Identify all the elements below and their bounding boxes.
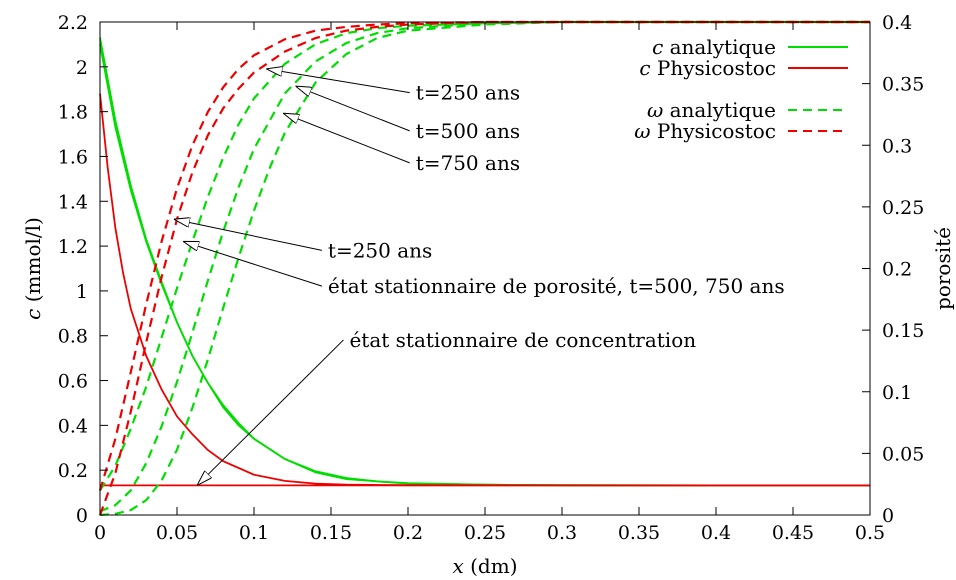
annotation-arrow (266, 69, 410, 94)
series-line (99, 20, 870, 517)
tick-layer: 0 0.05 0.1 0.15 0.2 0.25 0.3 0.35 0.4 0.45 0.500.2… (58, 12, 925, 544)
y-tick-label: 0.4 (58, 415, 88, 437)
x-tick-label: 0.5 (855, 522, 885, 544)
series-layer (98, 20, 870, 517)
y2-tick-label: 0.4 (882, 12, 912, 34)
y-tick-label: 0.8 (58, 326, 88, 348)
annotation-label: t=500 ans (416, 119, 520, 143)
y2-tick-label: 0.35 (882, 74, 924, 96)
series-line (99, 20, 870, 513)
annotation-arrow (197, 339, 344, 485)
y2-tick-label: 0.2 (882, 259, 912, 281)
y-tick-label: 1 (76, 281, 88, 303)
annotation-label: t=250 ans (328, 238, 432, 262)
y2-tick-label: 0.05 (882, 443, 924, 465)
legend-label: c Physicostoc (639, 56, 776, 80)
annotation-arrow (183, 241, 323, 287)
y-tick-label: 1.2 (58, 236, 88, 258)
x-tick-label: 0.1 (239, 522, 269, 544)
series-line (99, 20, 870, 491)
y2-tick-label: 0.25 (882, 197, 924, 219)
x-axis-label: x (dm) (452, 554, 517, 578)
x-tick-label: 0.2 (393, 522, 423, 544)
annotation-arrow (174, 219, 323, 251)
x-tick-label: 0.35 (618, 522, 660, 544)
x-tick-label: 0.25 (464, 522, 506, 544)
legend-label: ω Physicostoc (634, 119, 776, 143)
annotation-label: état stationnaire de concentration (349, 328, 696, 352)
x-tick-label: 0.05 (156, 522, 198, 544)
annotation-arrow (296, 86, 410, 132)
y-tick-label: 0.2 (58, 460, 88, 482)
y-tick-label: 0 (76, 505, 88, 527)
annotation-arrow (283, 113, 410, 164)
annotation-label: t=750 ans (416, 151, 520, 175)
y-tick-label: 2.2 (58, 12, 88, 34)
y2-tick-label: 0.15 (882, 320, 924, 342)
y2-tick-label: 0.1 (882, 382, 912, 404)
y-tick-label: 1.6 (58, 146, 88, 168)
x-tick-label: 0.45 (772, 522, 814, 544)
annotation-label: état stationnaire de porosité, t=500, 75… (328, 274, 785, 298)
annotation-label: t=250 ans (416, 81, 520, 105)
y-axis-label: c (mmol/l) (21, 217, 45, 320)
legend-label: c analytique (652, 35, 776, 59)
y2-tick-label: 0 (882, 505, 894, 527)
x-tick-label: 0.4 (701, 522, 731, 544)
y-tick-label: 1.4 (58, 191, 88, 213)
y-tick-label: 1.8 (58, 102, 88, 124)
x-tick-label: 0.15 (310, 522, 352, 544)
y-tick-label: 0.6 (58, 371, 88, 393)
annotation-layer: t=250 ans t=500 ans t=750 ans t=250 ans état… (174, 69, 785, 486)
y2-tick-label: 0.3 (882, 135, 912, 157)
y-tick-label: 2 (76, 57, 88, 79)
x-tick-label: 0.3 (547, 522, 577, 544)
legend-label: ω analytique (647, 98, 776, 122)
y2-axis-label: porosité (931, 227, 955, 310)
x-tick-label: 0 (94, 522, 106, 544)
